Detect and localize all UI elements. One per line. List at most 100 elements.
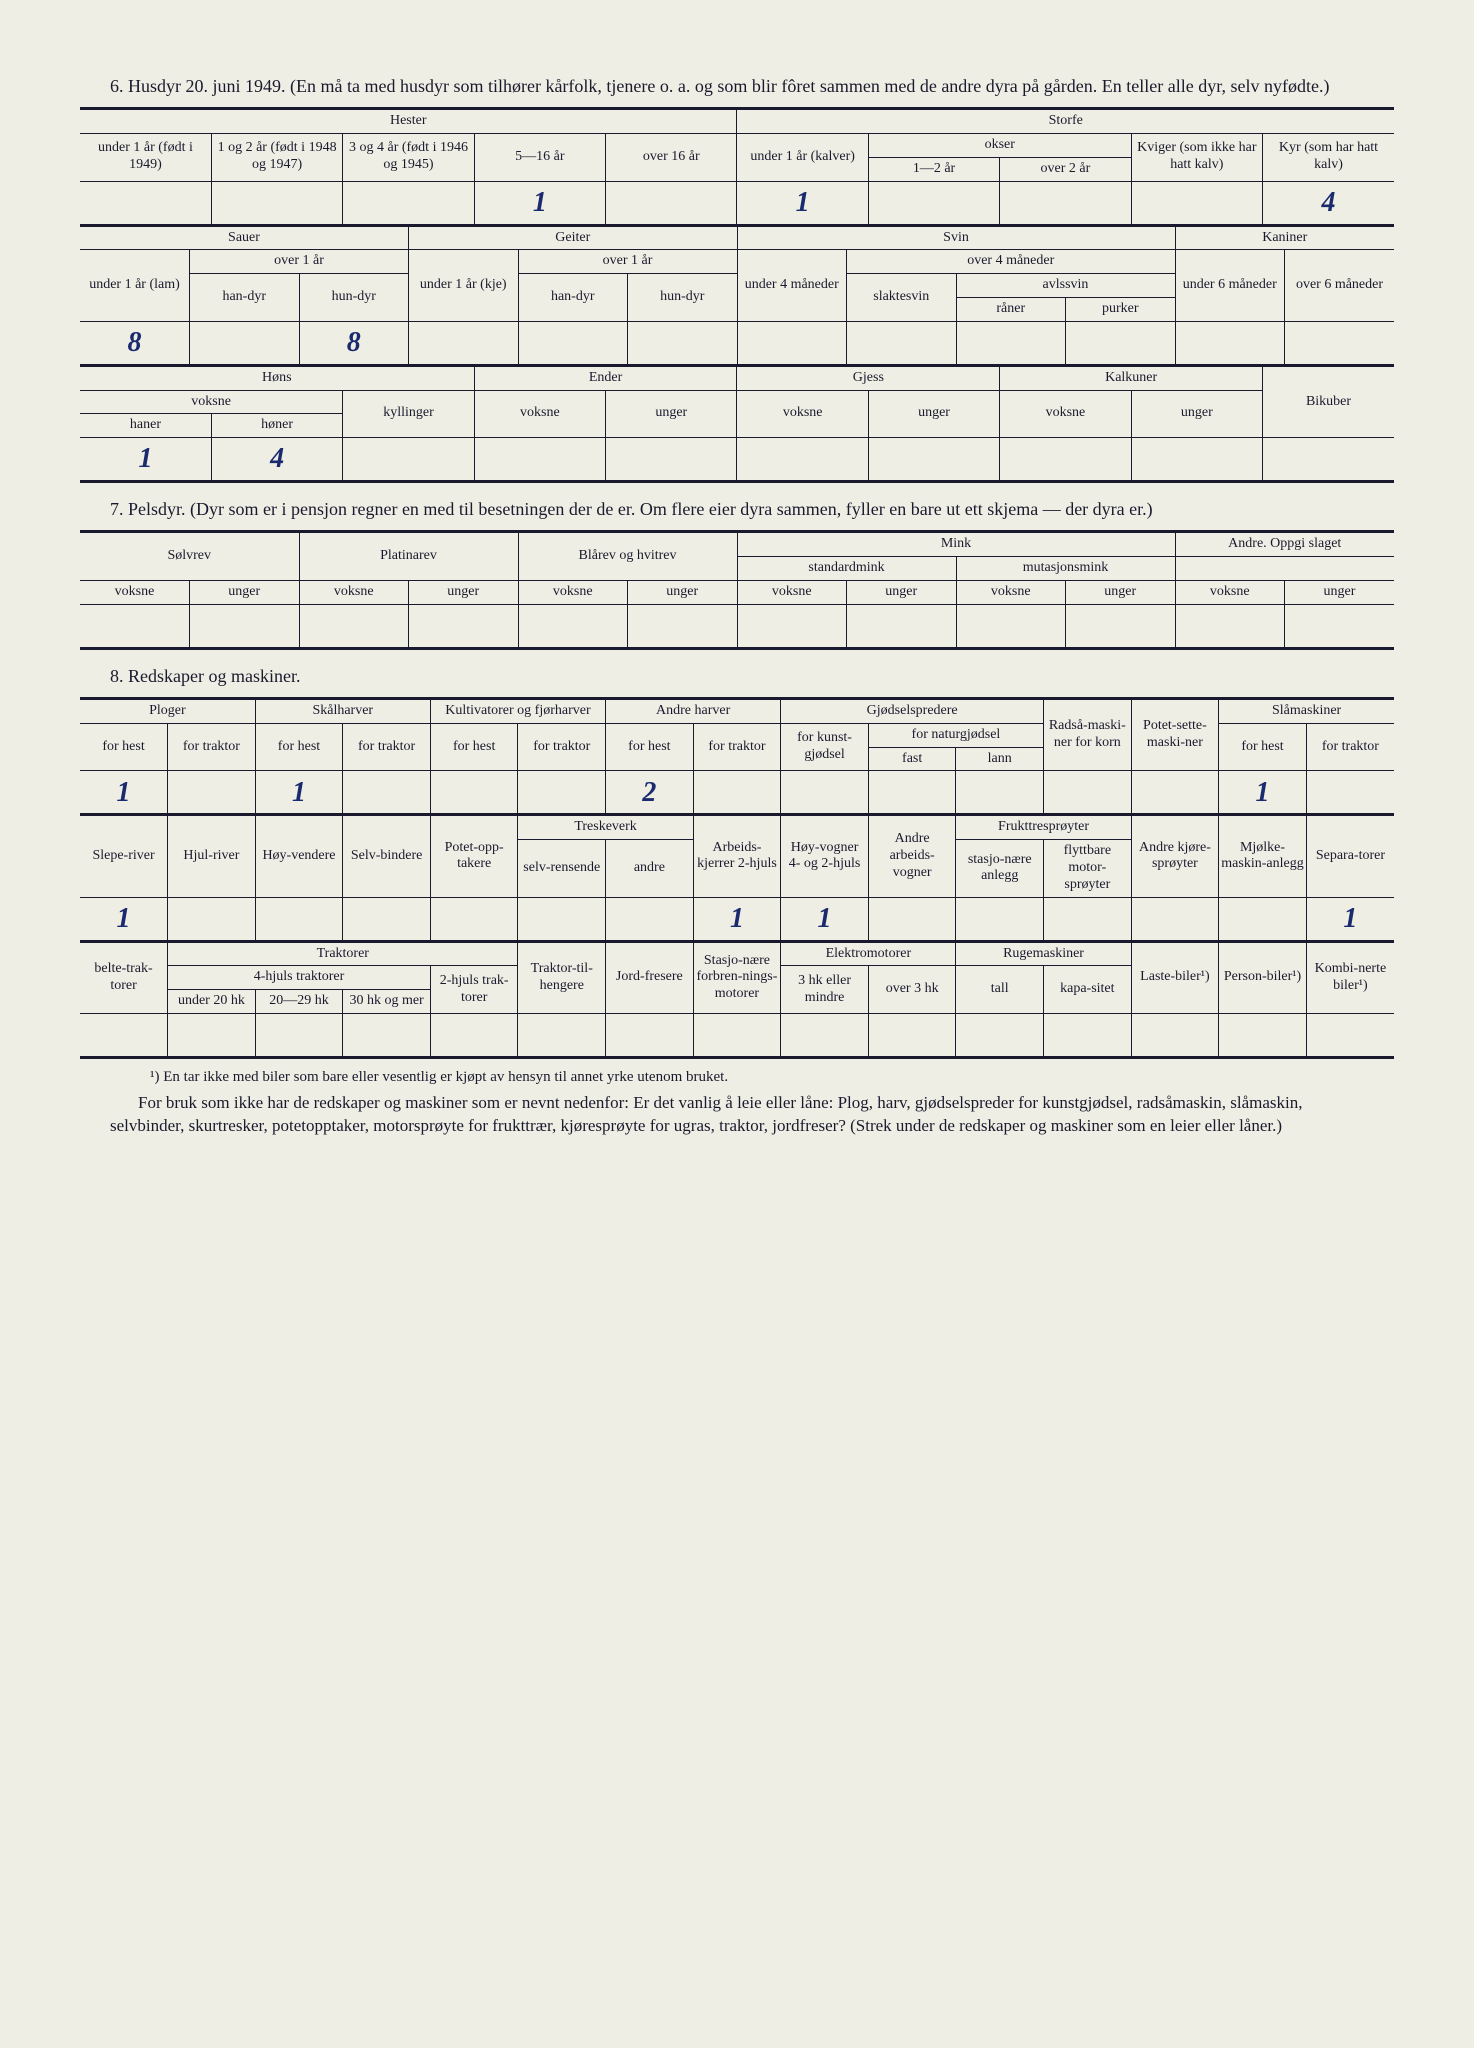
cell [474,438,605,482]
cell [737,321,847,365]
u: unger [1285,580,1395,604]
table-hons: Høns Ender Gjess Kalkuner Bikuber voksne… [80,367,1394,483]
fh: for hest [80,723,168,771]
cell: 1 [737,181,868,225]
cell [1131,771,1219,815]
hun: hun-dyr [299,274,409,322]
unger: unger [606,390,737,438]
slamask: Slåmaskiner [1219,698,1394,723]
cell [518,321,628,365]
unger: unger [868,390,999,438]
cell [518,771,606,815]
v: voksne [299,580,409,604]
cell [518,897,606,941]
kombi: Kombi-nerte biler¹) [1306,943,1394,1014]
traktorer: Traktorer [168,943,518,966]
fh: for hest [1219,723,1307,771]
slakte: slaktesvin [847,274,957,322]
cell [80,604,190,648]
v: voksne [80,580,190,604]
hoyvend: Høy-vendere [255,816,343,897]
ender: Ender [474,367,737,390]
cell [1131,897,1219,941]
cell [1285,321,1395,365]
cell [1306,1013,1394,1057]
v: voksne [518,580,628,604]
cell: 1 [80,771,168,815]
separa: Separa-torer [1306,816,1394,897]
fast: fast [868,747,956,771]
cell [781,771,869,815]
geiter: Geiter [409,227,738,250]
person: Person-biler¹) [1219,943,1307,1014]
hk2029: 20—29 hk [255,990,343,1014]
andrevogn: Andre arbeids-vogner [868,816,956,897]
h2: 1 og 2 år (født i 1948 og 1947) [211,133,342,181]
u: unger [628,580,738,604]
cell [737,438,868,482]
table-redskaper1: Ploger Skålharver Kultivatorer og fjørha… [80,697,1394,816]
cell [1131,181,1262,225]
cell [1000,438,1131,482]
cell [693,1013,781,1057]
cell [868,771,956,815]
cell [211,181,342,225]
cell: 1 [1219,771,1307,815]
forkunst: for kunst-gjødsel [781,723,869,771]
cell [80,181,211,225]
cell [1044,1013,1132,1057]
ft: for traktor [168,723,256,771]
cell: 1 [80,897,168,941]
hk3: 3 hk eller mindre [781,966,869,1014]
ft: for traktor [1306,723,1394,771]
fh: for hest [606,723,694,771]
unger: unger [1131,390,1262,438]
cell [956,771,1044,815]
cell [868,1013,956,1057]
kalkuner: Kalkuner [1000,367,1263,390]
cell [1285,604,1395,648]
ft: for traktor [518,723,606,771]
h4: 5—16 år [474,133,605,181]
cell [1000,181,1131,225]
v: voksne [737,580,847,604]
section7-title: 7. Pelsdyr. (Dyr som er i pensjon regner… [110,497,1394,522]
footnote: ¹) En tar ikke med biler som bare eller … [170,1069,1364,1086]
cell: 1 [255,771,343,815]
fh: for hest [430,723,518,771]
hk30: 30 hk og mer [343,990,431,1014]
cell [430,1013,518,1057]
cell [255,1013,343,1057]
v: voksne [1175,580,1285,604]
cell [847,604,957,648]
cell [409,604,519,648]
cell [343,771,431,815]
hang: han-dyr [518,274,628,322]
gjodsel: Gjødselspredere [781,698,1044,723]
fh: for hest [255,723,343,771]
okser: okser [868,133,1131,157]
cell [190,604,300,648]
radsak: Radså-maski-ner for korn [1044,698,1132,770]
u: unger [847,580,957,604]
cell [956,1013,1044,1057]
tall: tall [956,966,1044,1014]
table-redskaper3: belte-trak-torer Traktorer Traktor-til-h… [80,943,1394,1059]
cell [1131,1013,1219,1057]
u20: under 20 hk [168,990,256,1014]
sleperiver: Slepe-river [80,816,168,897]
cell [1175,321,1285,365]
cell [255,897,343,941]
cell [1219,1013,1307,1057]
raner: råner [956,297,1066,321]
cell [518,1013,606,1057]
cell [628,321,738,365]
o4m: over 4 måneder [847,250,1176,274]
cell [693,771,781,815]
gjess: Gjess [737,367,1000,390]
flytt: flyttbare motor-sprøyter [1044,840,1132,897]
andre: Andre. Oppgi slaget [1175,532,1394,557]
table-sauer-svin: Sauer Geiter Svin Kaniner under 1 år (la… [80,227,1394,367]
cell: 1 [474,181,605,225]
cell [168,771,256,815]
